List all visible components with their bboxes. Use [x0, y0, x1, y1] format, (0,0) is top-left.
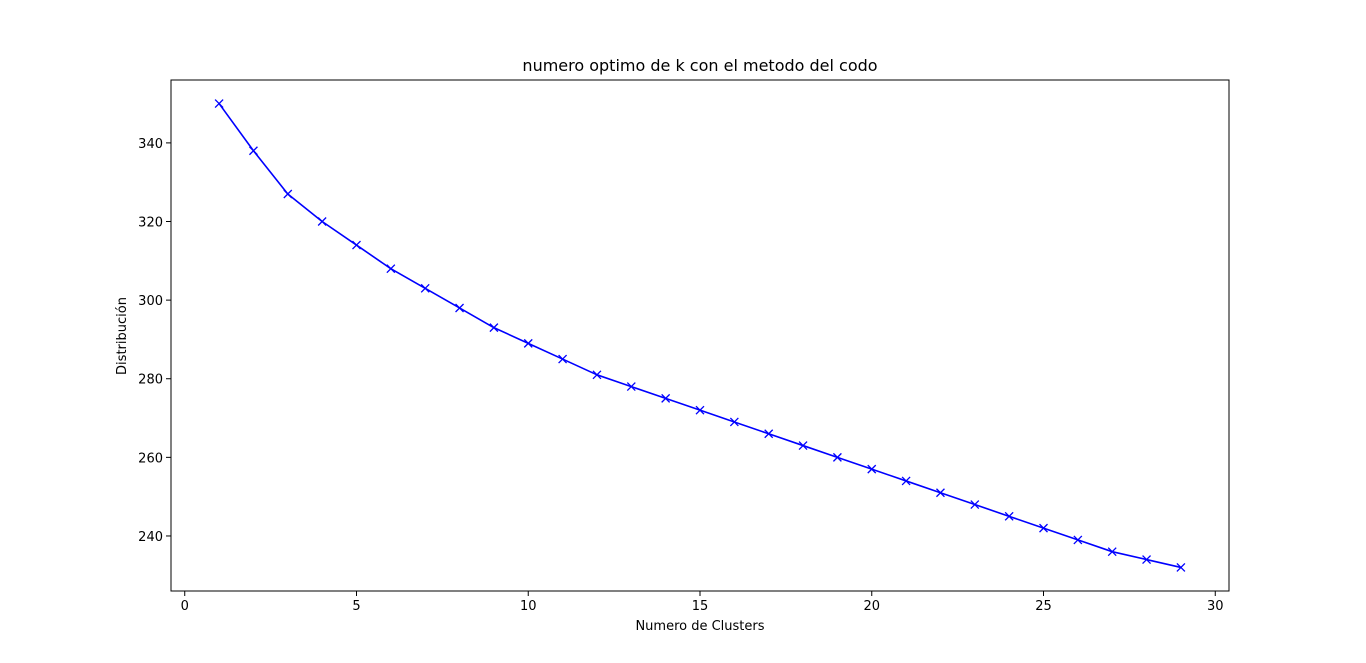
data-point [248, 146, 258, 156]
data-point [729, 417, 739, 427]
data-point [1142, 555, 1152, 565]
x-tick-label: 10 [520, 599, 537, 614]
data-point [626, 382, 636, 392]
data-point [352, 240, 361, 250]
data-point [523, 338, 533, 348]
data-point [455, 303, 465, 313]
data-point [695, 405, 705, 415]
x-tick-label: 25 [1035, 599, 1052, 614]
data-point [935, 488, 945, 498]
data-point [661, 393, 671, 403]
data-point [764, 429, 774, 439]
data-point [798, 441, 808, 451]
data-point [489, 323, 499, 333]
x-tick-label: 0 [181, 599, 189, 614]
data-point [867, 464, 877, 474]
y-axis-label: Distribución [115, 297, 130, 375]
x-tick-label: 5 [352, 599, 360, 614]
y-tick-label: 300 [138, 294, 163, 309]
x-axis-label: Numero de Clusters [635, 619, 764, 634]
y-tick-label: 260 [138, 451, 163, 466]
axes-frame [170, 79, 1230, 592]
data-point [1004, 511, 1014, 521]
x-tick-label: 20 [863, 599, 880, 614]
x-tick-label: 30 [1207, 599, 1224, 614]
plot-area [214, 99, 1186, 572]
y-tick-label: 320 [138, 216, 163, 231]
data-point [386, 264, 396, 274]
chart-title: numero optimo de k con el metodo del cod… [522, 56, 877, 75]
y-tick-label: 240 [138, 530, 163, 545]
data-point [901, 476, 911, 486]
x-tick-label: 15 [692, 599, 709, 614]
y-tick-label: 340 [138, 137, 163, 152]
data-point [1073, 535, 1083, 545]
data-point [420, 283, 430, 293]
data-point [317, 217, 327, 226]
data-point [1107, 547, 1117, 557]
y-tick-label: 280 [138, 373, 163, 388]
data-point [283, 189, 293, 199]
data-point [1176, 562, 1186, 572]
data-point [1039, 523, 1048, 533]
y-axis: 240 260 280 300 320 340 [138, 137, 171, 545]
data-point [214, 99, 224, 109]
x-axis: 0 5 10 15 20 25 30 [181, 591, 1224, 614]
data-point [970, 500, 980, 509]
data-point [558, 354, 568, 364]
data-point [592, 370, 602, 380]
data-point [832, 452, 842, 462]
